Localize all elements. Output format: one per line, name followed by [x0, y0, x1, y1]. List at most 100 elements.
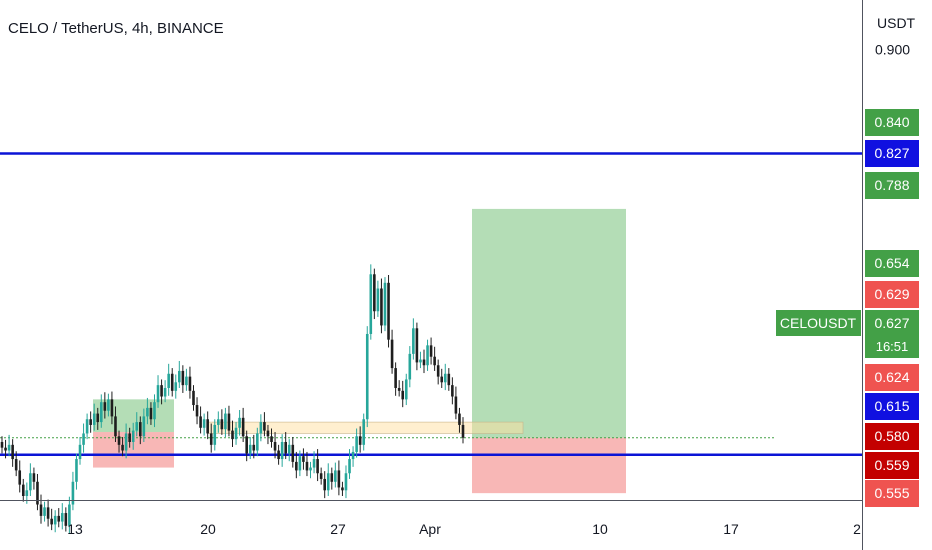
currency-label: USDT: [877, 15, 916, 31]
candle-body: [57, 515, 61, 522]
candle-body: [103, 402, 107, 411]
candle-body: [124, 433, 128, 451]
highlight-band: [207, 421, 524, 434]
candle-body: [419, 359, 422, 363]
candle-body: [287, 444, 291, 454]
candle-body: [373, 274, 376, 312]
candle-body: [185, 376, 188, 386]
candle-body: [167, 373, 170, 388]
candle-body: [220, 419, 224, 430]
candle-body: [217, 419, 220, 425]
candle-body: [390, 339, 394, 369]
candle-body: [181, 370, 185, 386]
candle-body: [43, 507, 46, 516]
candle-body: [433, 356, 436, 366]
candle-body: [128, 433, 131, 442]
candle-body: [248, 444, 252, 454]
candle-body: [78, 444, 82, 460]
price-axis[interactable]: [863, 0, 932, 550]
candle-body: [422, 359, 426, 366]
candle-body: [46, 507, 50, 519]
candle-body: [337, 470, 341, 488]
candle-body: [291, 444, 295, 462]
candle-body: [117, 436, 121, 445]
loss-zone-2: [472, 437, 626, 494]
candle-body: [334, 470, 337, 482]
candle-body: [277, 450, 280, 460]
x-tick-label: 17: [723, 521, 739, 537]
candle-body: [0, 441, 4, 448]
candle-body: [174, 382, 178, 391]
candle-body: [387, 282, 390, 340]
candle-body: [149, 407, 153, 420]
horizontal-levels: [0, 152, 862, 457]
candle-body: [451, 385, 454, 397]
candle-body: [323, 478, 326, 491]
candles: [0, 264, 465, 534]
candle-body: [408, 353, 412, 380]
candle-body: [263, 422, 266, 431]
candle-body: [312, 459, 316, 468]
candle-body: [224, 413, 227, 430]
candle-body: [302, 456, 305, 462]
candle-body: [71, 481, 75, 505]
candle-body: [85, 419, 89, 434]
candle-body: [330, 473, 334, 482]
candle-body: [131, 430, 135, 442]
candle-body: [14, 459, 18, 471]
candle-body: [195, 405, 199, 417]
candle-body: [114, 416, 117, 437]
candle-body: [259, 422, 263, 434]
candle-body: [436, 365, 440, 377]
candle-body: [355, 436, 358, 452]
candle-body: [82, 433, 85, 445]
candle-body: [458, 413, 461, 425]
candle-body: [429, 345, 433, 357]
candle-body: [415, 328, 419, 363]
candle-body: [60, 513, 64, 522]
candle-body: [284, 441, 287, 454]
candle-body: [319, 473, 323, 479]
x-tick-label: Apr: [419, 521, 441, 537]
candle-body: [344, 473, 348, 491]
x-tick-label: 20: [200, 521, 216, 537]
candle-body: [21, 484, 25, 496]
candle-body: [298, 456, 302, 471]
candle-body: [256, 433, 259, 451]
candle-body: [380, 288, 383, 326]
candle-body: [188, 376, 192, 391]
candle-body: [92, 413, 96, 425]
x-axis-ticks: 13 20 27 Apr 10 17 2: [67, 521, 861, 537]
time-axis-border: [0, 500, 863, 501]
candle-body: [36, 481, 39, 505]
candle-body: [64, 513, 68, 526]
candle-body: [192, 390, 195, 406]
candle-body: [199, 416, 202, 428]
candle-body: [234, 427, 238, 440]
candle-body: [96, 413, 100, 423]
candle-body: [153, 402, 156, 420]
candle-body: [238, 417, 241, 428]
price-axis-border: [862, 0, 863, 550]
candle-body: [309, 467, 312, 471]
x-tick-label: 2: [853, 521, 861, 537]
x-tick-label: 13: [67, 521, 83, 537]
candle-body: [29, 473, 32, 491]
candle-body: [316, 459, 319, 474]
candle-body: [156, 385, 160, 403]
candle-body: [266, 430, 270, 437]
candle-body: [401, 390, 405, 400]
candle-body: [305, 461, 309, 471]
candle-body: [447, 373, 451, 386]
candle-body: [146, 407, 149, 417]
candle-body: [139, 422, 142, 437]
candle-body: [227, 413, 231, 431]
candle-body: [32, 473, 36, 482]
candle-body: [202, 419, 206, 428]
candle-body: [110, 399, 114, 417]
candle-body: [68, 504, 71, 526]
candle-body: [280, 441, 284, 460]
candle-body: [394, 368, 397, 388]
candle-body: [213, 424, 217, 445]
